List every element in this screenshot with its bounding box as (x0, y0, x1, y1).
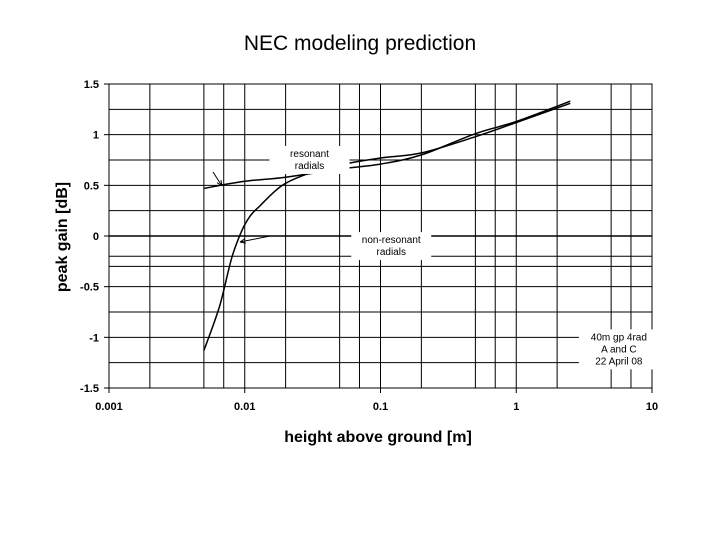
annotation-arrowhead (239, 238, 246, 244)
annotation-arrow (212, 171, 223, 187)
annotation-text: 40m gp 4rad (591, 332, 647, 343)
annotation-arrowhead (216, 180, 223, 187)
x-tick-label: 1 (513, 401, 519, 413)
x-axis-title: height above ground [m] (284, 429, 472, 446)
annotation-text: 22 April 08 (595, 356, 643, 367)
annotation-text: radials (377, 247, 406, 258)
y-tick-label: 1 (93, 130, 99, 142)
x-tick-label: 10 (646, 401, 658, 413)
y-tick-label: 0 (93, 231, 99, 243)
y-tick-label: -1 (89, 332, 99, 344)
y-tick-label: -0.5 (80, 282, 99, 294)
y-axis-title: peak gain [dB] (54, 182, 71, 292)
y-tick-label: 1.5 (84, 79, 99, 91)
annotation-bg (269, 145, 350, 174)
series-line-1 (203, 100, 571, 190)
annotation-text: non-resonant (362, 235, 421, 246)
annotation-bg (578, 329, 659, 370)
x-tick-label: 0.001 (95, 401, 123, 413)
tick-labels: 1.5 1 0.5 0 -0.5 -1 -1.5 0.001 0.01 0.1 1 10 (80, 79, 658, 413)
x-tick-label: 0.1 (373, 401, 388, 413)
chart-title: NEC modeling prediction (244, 32, 476, 55)
annotation-text: radials (295, 161, 324, 172)
x-tick-label: 0.01 (234, 401, 255, 413)
annotation-arrow (239, 235, 271, 243)
series-layer (203, 100, 571, 351)
y-tick-label: 0.5 (84, 180, 99, 192)
y-tick-label: -1.5 (80, 383, 99, 395)
series-line-2 (203, 102, 571, 351)
annotation-text: resonant (290, 149, 329, 160)
annotation-text: A and C (601, 344, 637, 355)
annotation-bg (351, 232, 432, 261)
